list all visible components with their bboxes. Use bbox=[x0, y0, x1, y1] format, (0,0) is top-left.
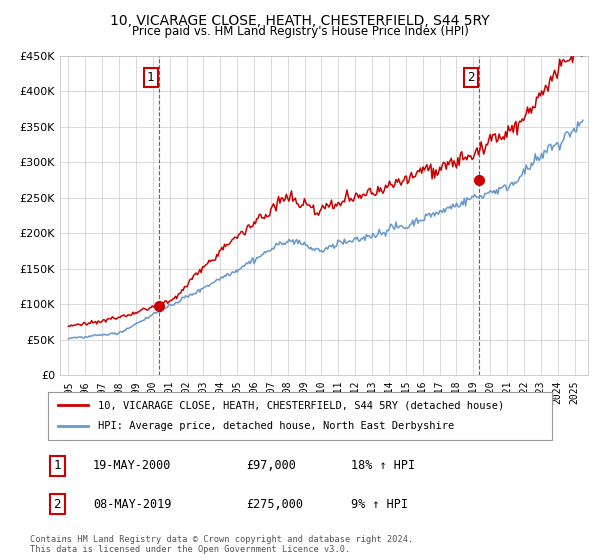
Text: £275,000: £275,000 bbox=[246, 497, 303, 511]
Text: £97,000: £97,000 bbox=[246, 459, 296, 473]
Text: HPI: Average price, detached house, North East Derbyshire: HPI: Average price, detached house, Nort… bbox=[98, 421, 455, 431]
Text: 1: 1 bbox=[147, 71, 155, 84]
Text: 1: 1 bbox=[53, 459, 61, 473]
Text: 2: 2 bbox=[53, 497, 61, 511]
Text: 9% ↑ HPI: 9% ↑ HPI bbox=[351, 497, 408, 511]
Text: 18% ↑ HPI: 18% ↑ HPI bbox=[351, 459, 415, 473]
Text: 2: 2 bbox=[467, 71, 475, 84]
Text: 08-MAY-2019: 08-MAY-2019 bbox=[93, 497, 172, 511]
Text: Contains HM Land Registry data © Crown copyright and database right 2024.
This d: Contains HM Land Registry data © Crown c… bbox=[30, 535, 413, 554]
Text: 19-MAY-2000: 19-MAY-2000 bbox=[93, 459, 172, 473]
Text: 10, VICARAGE CLOSE, HEATH, CHESTERFIELD, S44 5RY: 10, VICARAGE CLOSE, HEATH, CHESTERFIELD,… bbox=[110, 14, 490, 28]
Text: 10, VICARAGE CLOSE, HEATH, CHESTERFIELD, S44 5RY (detached house): 10, VICARAGE CLOSE, HEATH, CHESTERFIELD,… bbox=[98, 400, 505, 410]
Text: Price paid vs. HM Land Registry's House Price Index (HPI): Price paid vs. HM Land Registry's House … bbox=[131, 25, 469, 38]
